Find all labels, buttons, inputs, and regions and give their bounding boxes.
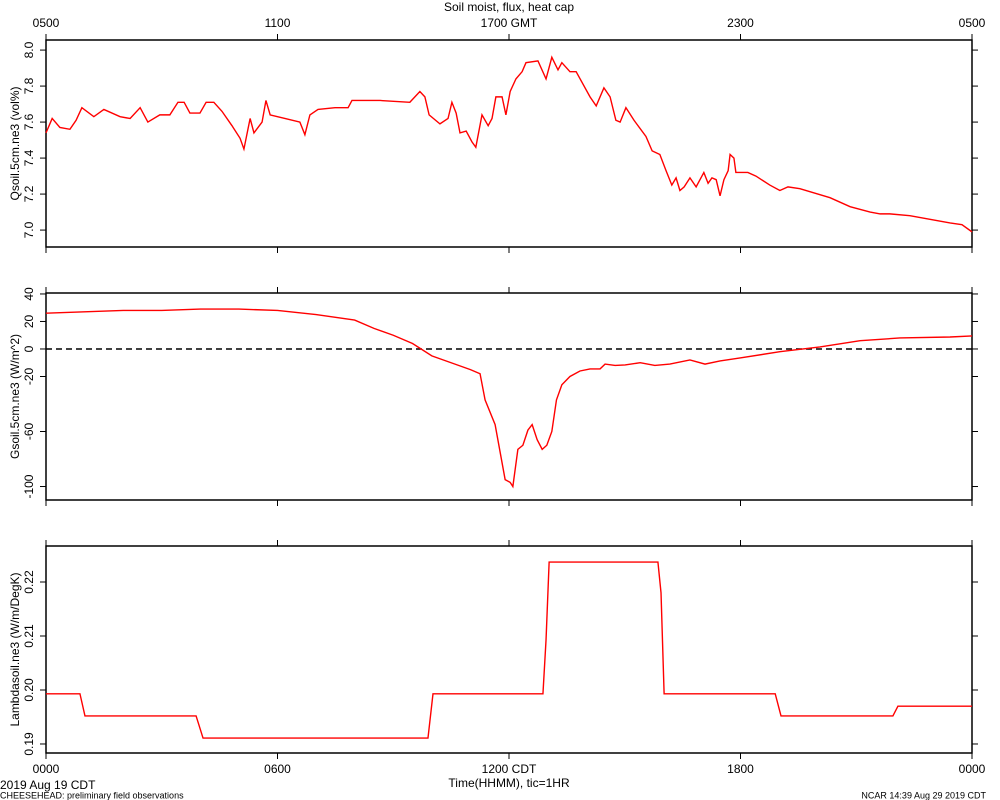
date-label: 2019 Aug 19 CDT: [0, 778, 96, 792]
data-line: [45, 55, 973, 233]
y-axis-label: Gsoil.5cm.ne3 (W/m^2): [8, 334, 22, 459]
x-tick-label: 1100: [265, 16, 291, 30]
x-tick-label: 0500: [33, 16, 60, 30]
y-axis-label: Lambdasoil.ne3 (W/m/DegK): [8, 572, 22, 726]
y-tick-label: 7.6: [22, 113, 36, 130]
y-tick-label: 20: [22, 314, 36, 328]
plot-frame: [45, 292, 973, 501]
plot-frame: [45, 545, 973, 754]
y-tick-label: 7.8: [22, 77, 36, 94]
y-tick-label: -20: [22, 367, 36, 385]
y-tick-label: 40: [22, 287, 36, 301]
x-tick-label: 1800: [727, 762, 754, 776]
x-tick-label: 0000: [33, 762, 60, 776]
x-tick-label: 1700 GMT: [481, 16, 538, 30]
footer-left: CHEESEHEAD: preliminary field observatio…: [0, 790, 184, 800]
y-tick-label: 0.22: [22, 570, 36, 594]
y-tick-label: 7.4: [22, 149, 36, 166]
y-tick-label: 7.0: [22, 221, 36, 238]
y-tick-label: 8.0: [22, 41, 36, 58]
chart-title: Soil moist, flux, heat cap: [444, 0, 574, 14]
x-tick-label: 0600: [264, 762, 291, 776]
y-tick-label: 7.2: [22, 185, 36, 202]
y-tick-label: 0.20: [22, 678, 36, 702]
y-tick-label: 0: [22, 345, 36, 352]
x-tick-label: 0000: [959, 762, 986, 776]
y-tick-label: -100: [22, 474, 36, 498]
x-tick-label: 0500: [959, 16, 986, 30]
y-axis-label: Qsoil.5cm.ne3 (vol%): [8, 86, 22, 200]
y-tick-label: 0.19: [22, 732, 36, 756]
x-tick-label: 1200 CDT: [482, 762, 537, 776]
data-line: [46, 561, 972, 739]
x-axis-label: Time(HHMM), tic=1HR: [448, 776, 570, 790]
plot-frame: [45, 39, 973, 248]
x-tick-label: 2300: [727, 16, 754, 30]
y-tick-label: 0.21: [22, 624, 36, 648]
data-line: [45, 308, 973, 489]
footer-right: NCAR 14:39 Aug 29 2019 CDT: [861, 790, 986, 800]
y-tick-label: -60: [22, 423, 36, 441]
